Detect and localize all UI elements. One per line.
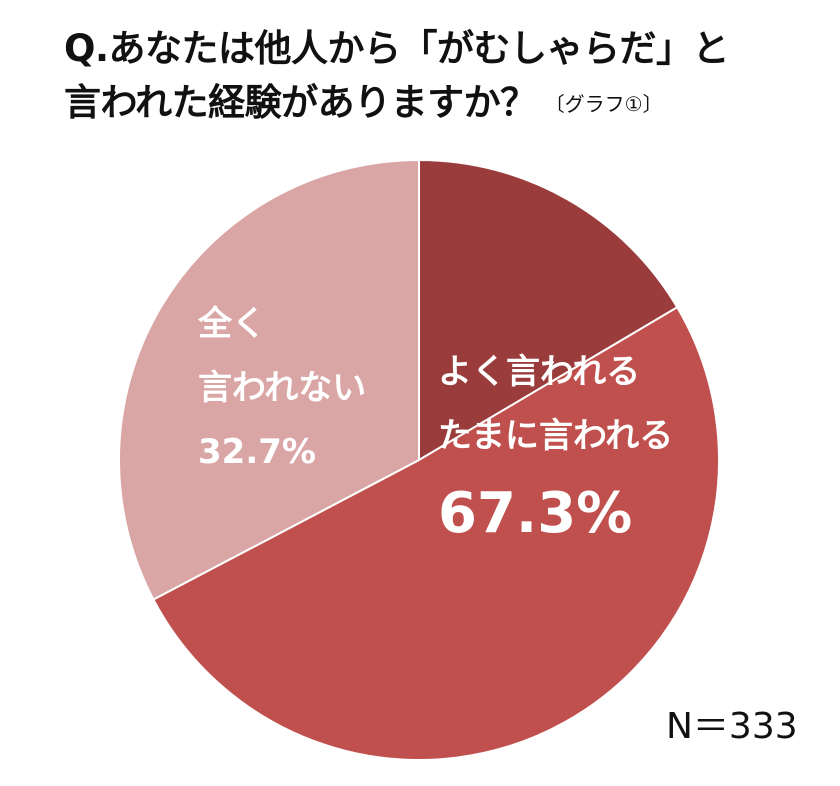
- sample-size-label: N＝333: [666, 706, 798, 747]
- graph-tag: 〔グラフ①〕: [544, 92, 663, 116]
- never-said-label-line-2: 言われない: [198, 368, 367, 408]
- never-said-label-line-1: 全く: [198, 304, 266, 344]
- never-said-percent: 32.7%: [198, 432, 316, 472]
- never-said-label: 全く 言われない 32.7%: [198, 292, 366, 484]
- pie-slice-2: [152, 305, 720, 761]
- title-line-1: Q.あなたは他人から「がむしゃらだ」と: [64, 27, 730, 70]
- said-label-sometimes: たまに言われる: [438, 416, 674, 456]
- pie-slices: [118, 158, 720, 761]
- chart-title: Q.あなたは他人から「がむしゃらだ」と 言われた経験がありますか？ 〔グラフ①〕: [64, 22, 824, 131]
- said-label-often: よく言われる: [438, 352, 641, 392]
- said-combined-percent: 67.3%: [438, 481, 633, 546]
- title-line-2: 言われた経験がありますか？ 〔グラフ①〕: [64, 76, 824, 131]
- said-combined-label: よく言われる たまに言われる 67.3%: [438, 340, 673, 556]
- pie-slice-3: [118, 158, 420, 601]
- title-line-2-text: 言われた経験がありますか？: [64, 81, 537, 124]
- pie-slice-1: [418, 158, 679, 462]
